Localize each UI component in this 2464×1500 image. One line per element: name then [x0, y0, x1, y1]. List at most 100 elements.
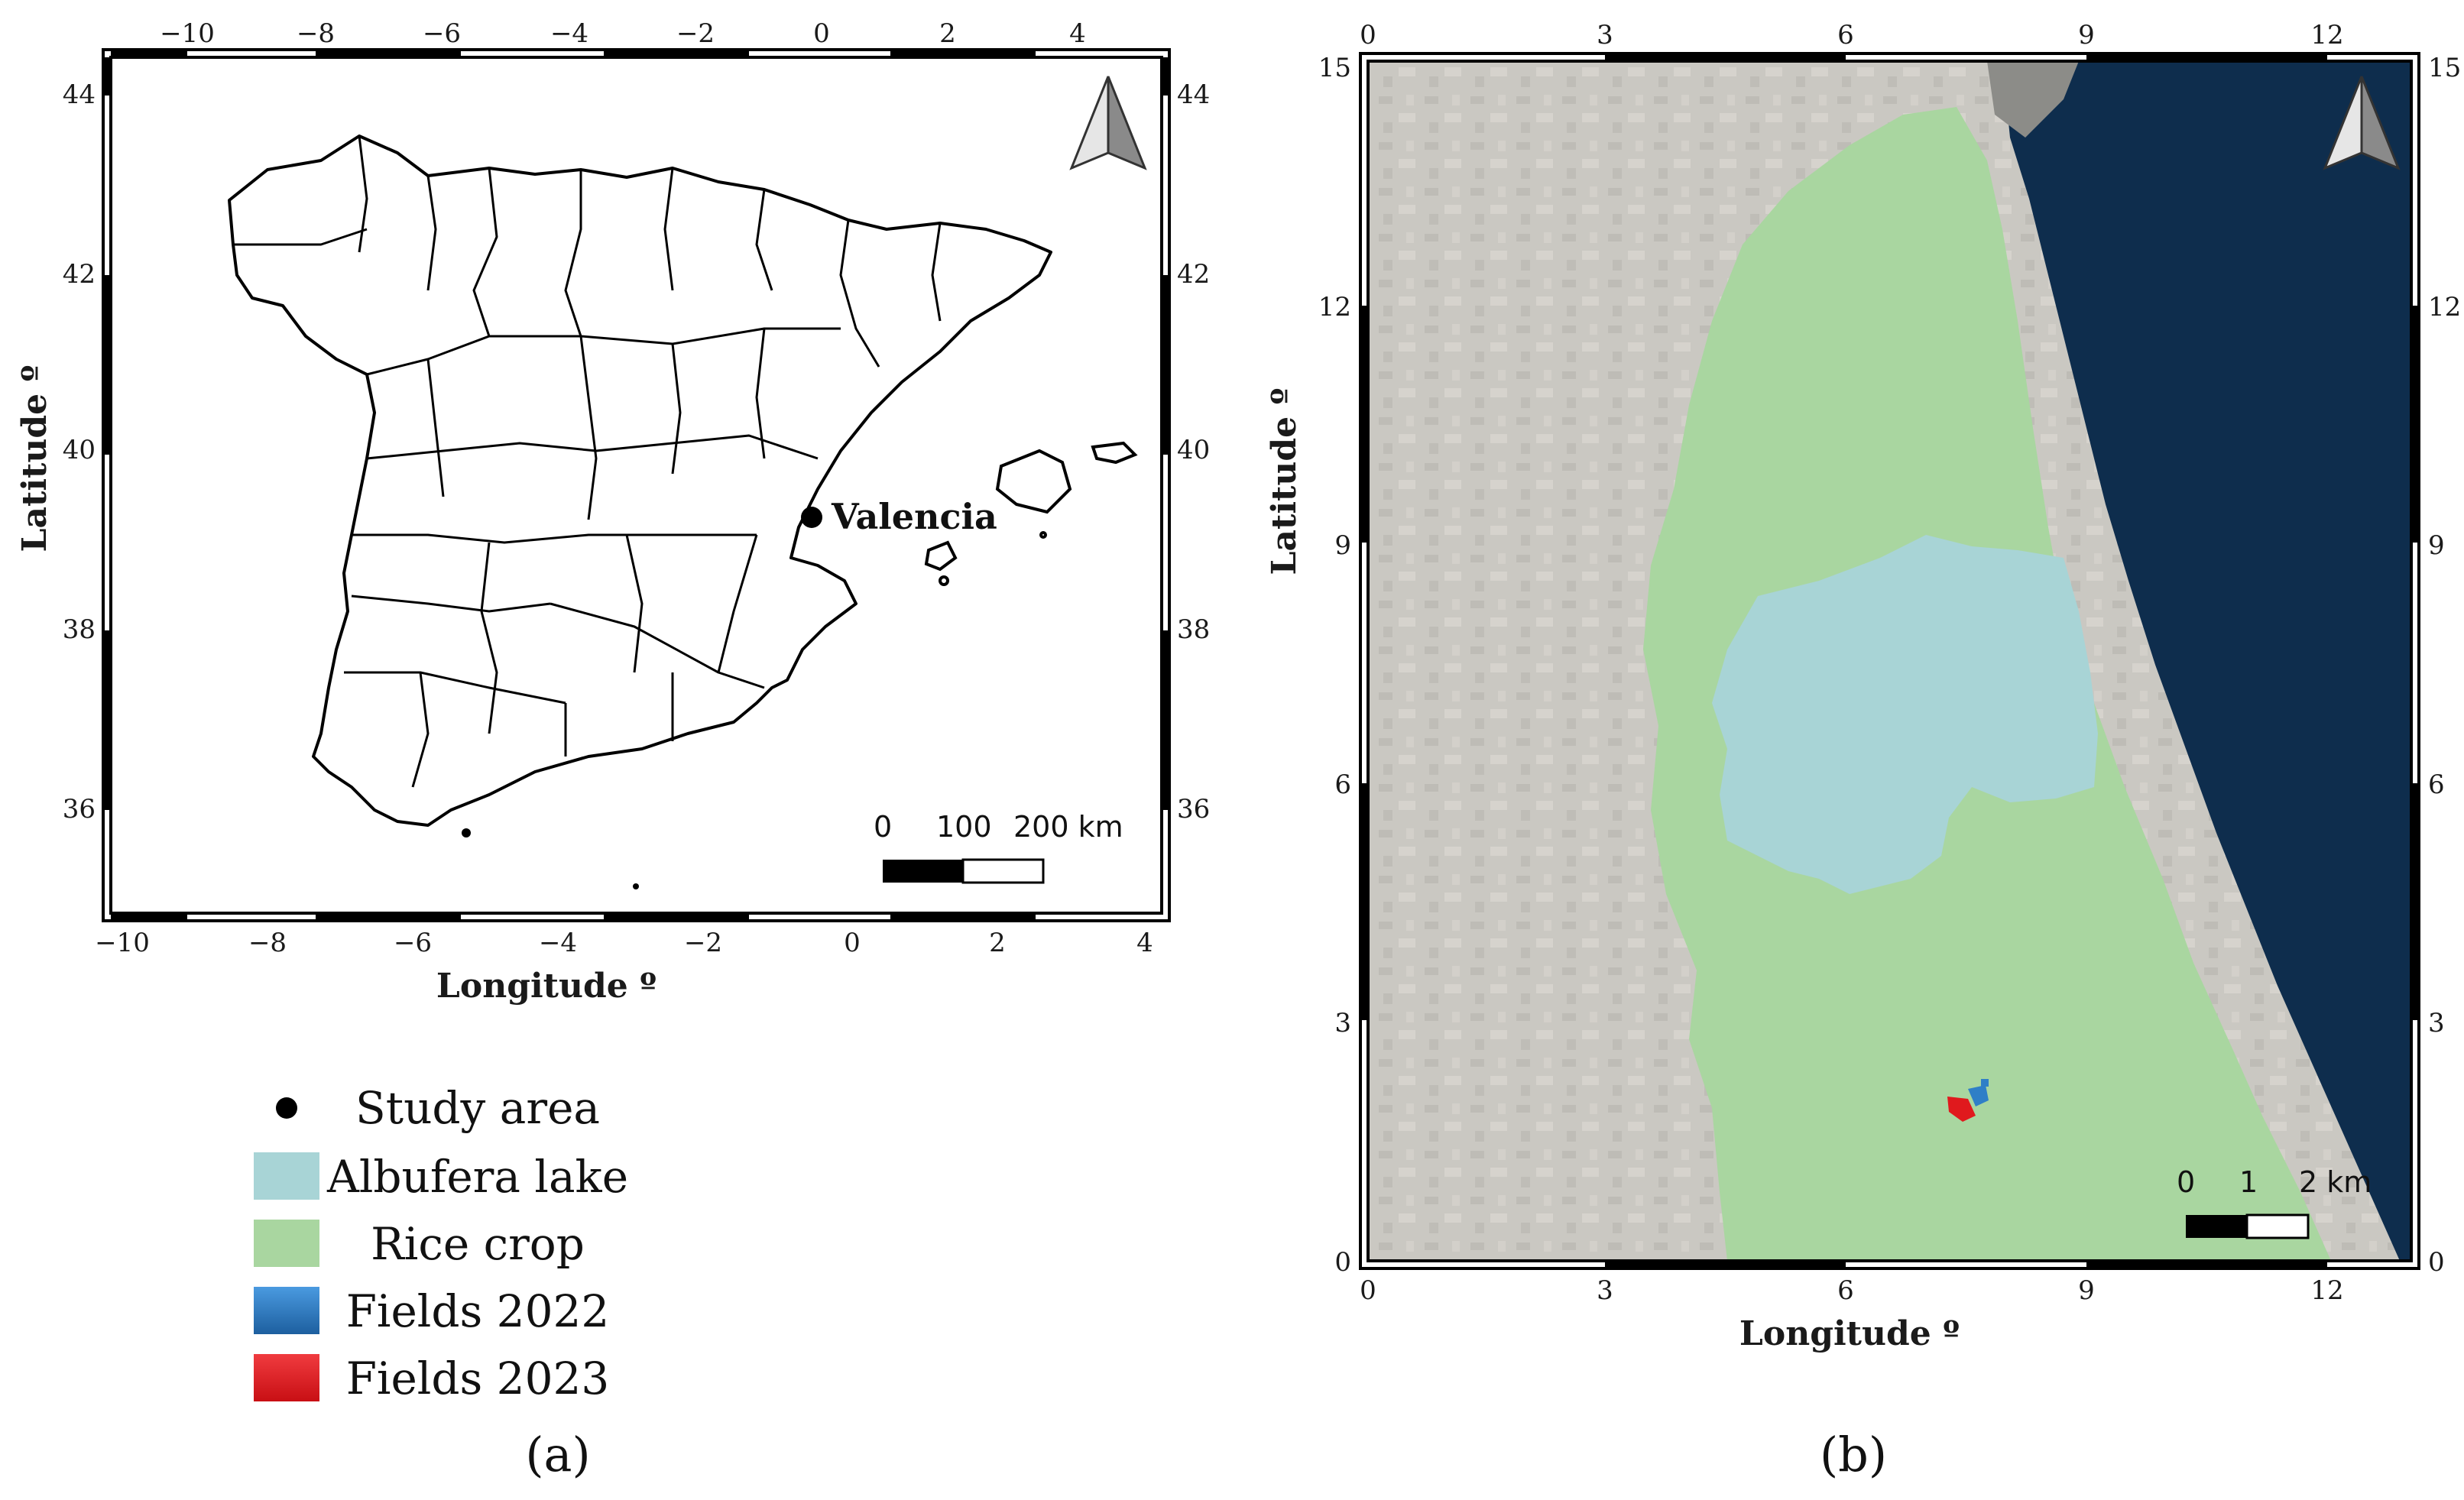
x-ticks-bottom-b: 0 3 6 9 12	[1360, 1275, 2343, 1306]
scale-label-2km: 2 km	[2299, 1165, 2372, 1199]
y-ticks-left-a: 44 42 40 38 36	[63, 79, 96, 825]
albufera-lake	[1712, 535, 2098, 894]
y-ticks-left-b: 0 3 6 9 12 15	[1318, 53, 1351, 1278]
legend: Study area Albufera lake Rice crop Field…	[254, 1082, 628, 1482]
north-arrow-icon	[2323, 76, 2401, 170]
x-tick: 0	[1360, 1275, 1376, 1306]
x-tick: 0	[844, 928, 861, 958]
x-tick: 2	[939, 18, 956, 49]
y-tick: 44	[1177, 79, 1210, 110]
x-tick: −10	[95, 928, 150, 958]
x-tick: −8	[297, 18, 335, 49]
y-tick: 12	[1318, 292, 1351, 322]
x-tick: 9	[2078, 20, 2095, 50]
y-tick: 15	[2428, 53, 2461, 83]
y-tick: 6	[1334, 769, 1351, 800]
y-tick: 9	[1334, 530, 1351, 561]
legend-fields-2023-swatch	[254, 1354, 319, 1401]
scale-label-0: 0	[874, 810, 892, 844]
scale-label-1: 1	[2239, 1165, 2258, 1199]
x-tick: 12	[2310, 20, 2343, 50]
y-tick: 9	[2428, 530, 2445, 561]
legend-study-area-symbol	[276, 1097, 297, 1119]
x-tick: −10	[160, 18, 215, 49]
legend-rice-label: Rice crop	[371, 1218, 585, 1270]
y-axis-title-b: Latitude º	[1265, 388, 1304, 575]
y-ticks-right-a: 44 42 40 38 36	[1177, 79, 1210, 825]
x-tick: 4	[1069, 18, 1086, 49]
x-axis-title-b: Longitude º	[1739, 1314, 1960, 1353]
valencia-study-area-dot	[801, 507, 822, 528]
y-tick: 3	[2428, 1008, 2445, 1038]
legend-fields-2022-swatch	[254, 1287, 319, 1334]
x-tick: −6	[394, 928, 432, 958]
x-tick: 3	[1597, 1275, 1613, 1306]
x-tick: 3	[1597, 20, 1613, 50]
scale-bar-a: 0 100 200 km	[874, 810, 1123, 884]
x-tick: −2	[684, 928, 722, 958]
y-axis-title-a: Latitude º	[15, 365, 54, 552]
x-tick: 12	[2310, 1275, 2343, 1306]
y-tick: 15	[1318, 53, 1351, 83]
scale-bar-b: 0 1 2 km	[2177, 1165, 2372, 1239]
valencia-label: Valencia	[831, 496, 997, 537]
legend-study-area-label: Study area	[355, 1082, 600, 1134]
panel-a-label: (a)	[525, 1427, 590, 1482]
balearic-islands	[924, 441, 1138, 586]
ceuta-dot	[462, 828, 471, 837]
y-tick: 0	[2428, 1247, 2445, 1278]
x-tick: −4	[539, 928, 577, 958]
x-ticks-top-b: 0 3 6 9 12	[1360, 20, 2343, 50]
sea-area	[2002, 61, 2411, 1261]
x-tick: 0	[813, 18, 830, 49]
legend-lake-swatch	[254, 1152, 319, 1200]
x-tick: 9	[2078, 1275, 2095, 1306]
x-tick: 0	[1360, 20, 1376, 50]
y-tick: 6	[2428, 769, 2445, 800]
x-tick: 6	[1837, 20, 1854, 50]
x-tick: 4	[1136, 928, 1153, 958]
legend-rice-swatch	[254, 1220, 319, 1267]
panel-b-label: (b)	[1820, 1427, 1887, 1482]
y-ticks-right-b: 0 3 6 9 12 15	[2428, 53, 2461, 1278]
x-axis-title-a: Longitude º	[436, 967, 657, 1006]
graticule-border-b	[1360, 53, 2419, 1268]
map-frame-b	[1367, 60, 2413, 1262]
legend-fields-2022-label: Fields 2022	[346, 1285, 610, 1337]
panel-b: 0 1 2 km 0 3 6 9 12 0 3 6 9 12 0 3 6 9 1…	[1265, 20, 2461, 1482]
y-tick: 42	[63, 259, 96, 290]
fields-2022-patch	[1968, 1085, 1989, 1106]
y-tick: 38	[63, 614, 96, 645]
legend-fields-2023-label: Fields 2023	[346, 1353, 610, 1404]
scale-label-100: 100	[936, 810, 992, 844]
x-tick: −2	[676, 18, 715, 49]
x-tick: 6	[1837, 1275, 1854, 1306]
y-tick: 36	[1177, 794, 1210, 825]
y-tick: 36	[63, 794, 96, 825]
north-arrow-icon	[1069, 76, 1147, 170]
x-tick: −4	[550, 18, 588, 49]
fields-2023-patch	[1947, 1097, 1976, 1122]
y-tick: 3	[1334, 1008, 1351, 1038]
x-tick: 2	[989, 928, 1006, 958]
y-tick: 0	[1334, 1247, 1351, 1278]
y-tick: 42	[1177, 259, 1210, 290]
y-tick: 40	[1177, 435, 1210, 465]
y-tick: 40	[63, 435, 96, 465]
melilla-dot	[633, 883, 639, 889]
legend-lake-label: Albufera lake	[326, 1151, 628, 1203]
x-tick: −8	[248, 928, 287, 958]
fields-cluster	[1947, 1079, 1989, 1122]
x-ticks-bottom-a: −10 −8 −6 −4 −2 0 2 4	[95, 928, 1153, 958]
scale-label-200: 200 km	[1013, 810, 1123, 844]
y-tick: 44	[63, 79, 96, 110]
y-tick: 38	[1177, 614, 1210, 645]
y-tick: 12	[2428, 292, 2461, 322]
panel-a: Valencia 0 100 200 km −10 −8 −6 −4 −2 0 …	[15, 18, 1210, 1006]
graticule-border-a	[103, 50, 1169, 921]
port-area	[1987, 61, 2079, 138]
spain-map	[228, 134, 1052, 827]
x-tick: −6	[423, 18, 461, 49]
scale-label-0: 0	[2177, 1165, 2195, 1199]
